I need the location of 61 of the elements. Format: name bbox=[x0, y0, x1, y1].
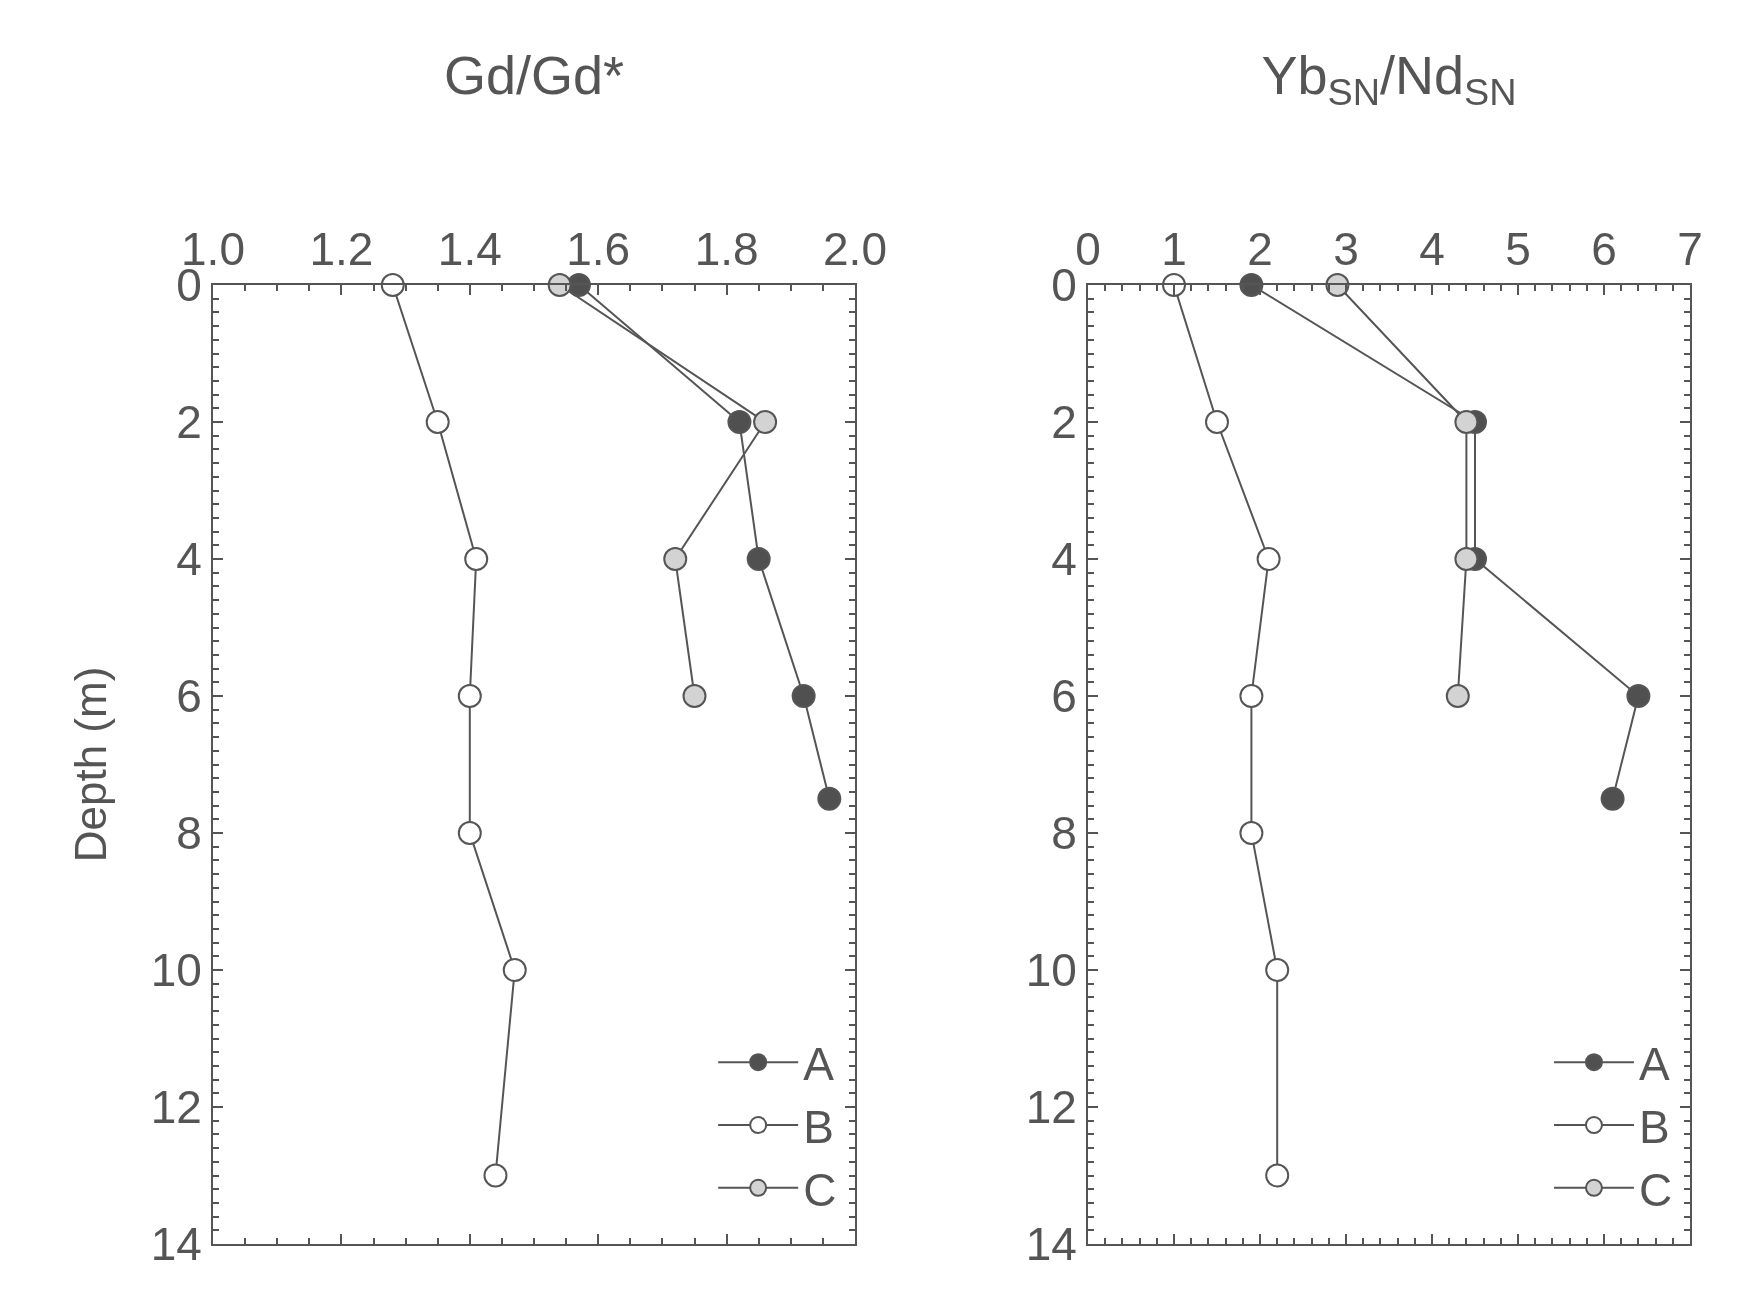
y-tick-label: 12 bbox=[1025, 1081, 1077, 1134]
legend-label: A bbox=[1638, 1038, 1670, 1091]
point bbox=[746, 547, 771, 571]
y-tick-label: 10 bbox=[1025, 944, 1077, 997]
y-tick-label: 4 bbox=[1051, 533, 1077, 586]
y-tick-label: 12 bbox=[150, 1081, 202, 1134]
y-tick-label: 8 bbox=[1051, 807, 1077, 860]
x-tick-label: 4 bbox=[1419, 222, 1445, 275]
y-tick-label: 14 bbox=[1025, 1218, 1077, 1271]
x-tick-label: 1.6 bbox=[566, 222, 631, 275]
x-tick-label: 7 bbox=[1677, 222, 1703, 275]
y-tick-label: 6 bbox=[176, 670, 202, 723]
x-tick-label: 1.2 bbox=[309, 222, 374, 275]
point bbox=[464, 547, 489, 571]
x-tick-label: 5 bbox=[1505, 222, 1531, 275]
point bbox=[457, 684, 482, 708]
legend-label: A bbox=[803, 1038, 835, 1091]
point bbox=[1265, 958, 1290, 982]
point bbox=[753, 410, 778, 434]
point bbox=[483, 1163, 508, 1188]
point bbox=[1454, 547, 1479, 571]
point bbox=[1600, 786, 1625, 811]
x-tick-label: 3 bbox=[1333, 222, 1359, 275]
y-tick-label: 8 bbox=[176, 807, 202, 860]
x-tick-label: 1.8 bbox=[694, 222, 759, 275]
legend-label: C bbox=[803, 1163, 837, 1216]
point bbox=[727, 410, 752, 434]
point bbox=[380, 273, 405, 297]
point bbox=[1626, 684, 1651, 708]
y-axis-title: Depth (m) bbox=[66, 666, 116, 863]
y-tick-label: 2 bbox=[1051, 396, 1077, 449]
x-tick-label: 2 bbox=[1247, 222, 1273, 275]
point bbox=[1445, 684, 1470, 708]
point bbox=[1265, 1163, 1290, 1188]
legend-label: B bbox=[1638, 1100, 1670, 1153]
point bbox=[817, 786, 842, 811]
y-tick-label: 2 bbox=[176, 396, 202, 449]
point bbox=[1239, 684, 1264, 708]
point bbox=[502, 958, 527, 982]
y-tick-label: 14 bbox=[150, 1218, 202, 1271]
point bbox=[1256, 547, 1281, 571]
point bbox=[663, 547, 688, 571]
point bbox=[1454, 410, 1479, 434]
y-tick-label: 10 bbox=[150, 944, 202, 997]
x-tick-label: 6 bbox=[1591, 222, 1617, 275]
point bbox=[1205, 410, 1229, 434]
legend-label: B bbox=[803, 1100, 834, 1153]
y-tick-label: 0 bbox=[1051, 259, 1077, 312]
point bbox=[1239, 821, 1264, 845]
y-tick-label: 6 bbox=[1051, 670, 1077, 723]
chart-title: Yb$_{SN}$/Nd$_{SN}$ bbox=[1261, 44, 1517, 114]
x-tick-label: 1.4 bbox=[437, 222, 502, 275]
y-tick-label: 4 bbox=[176, 533, 202, 586]
point bbox=[425, 410, 450, 434]
point bbox=[457, 821, 482, 845]
point bbox=[791, 684, 816, 708]
point bbox=[682, 684, 707, 708]
legend-label: C bbox=[1638, 1163, 1673, 1216]
x-tick-label: 1 bbox=[1161, 222, 1187, 275]
x-tick-label: 2.0 bbox=[823, 222, 887, 275]
chart-title: Gd/Gd* bbox=[443, 44, 625, 105]
